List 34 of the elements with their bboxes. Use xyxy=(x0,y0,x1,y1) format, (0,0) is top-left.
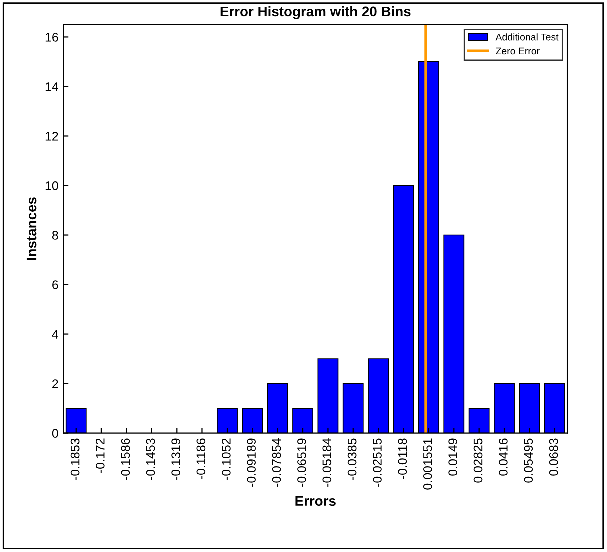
x-tick-label: -0.06519 xyxy=(298,438,306,487)
x-tick-label: -0.0385 xyxy=(348,438,357,480)
y-tick-label: 12 xyxy=(46,132,58,141)
x-tick-label: -0.1453 xyxy=(146,438,156,480)
x-tick-label: -0.02515 xyxy=(373,438,382,487)
y-tick-label: 14 xyxy=(46,82,59,92)
y-tick-label: 10 xyxy=(46,182,58,190)
x-tick-label: -0.09189 xyxy=(247,438,256,487)
x-tick-label: -0.1853 xyxy=(70,438,80,480)
legend-label: Additional Test xyxy=(496,34,559,41)
x-tick-label: 0.001551 xyxy=(423,438,432,490)
legend-label: Zero Error xyxy=(496,48,540,55)
y-tick-label: 0 xyxy=(52,429,58,438)
y-tick-label: 6 xyxy=(52,280,58,290)
x-tick-label: -0.172 xyxy=(96,438,105,474)
chart-title: Error Histogram with 20 Bins xyxy=(220,6,411,20)
y-tick-label: 4 xyxy=(52,330,59,339)
x-tick-label: -0.0118 xyxy=(398,438,408,480)
x-tick-label: -0.05184 xyxy=(322,438,332,487)
y-tick-label: 8 xyxy=(52,231,58,240)
y-tick-label: 2 xyxy=(52,380,58,388)
y-tick-label: 16 xyxy=(46,33,58,42)
x-tick-label: 0.02825 xyxy=(474,438,483,483)
x-tick-label: -0.1319 xyxy=(172,438,180,480)
x-tick-label: 0.05495 xyxy=(524,438,534,483)
x-axis-title: Errors xyxy=(296,496,336,506)
x-tick-label: -0.1052 xyxy=(222,438,231,480)
x-tick-label: -0.1186 xyxy=(196,438,206,480)
x-tick-label: 0.0683 xyxy=(549,438,558,476)
x-tick-label: -0.1586 xyxy=(121,438,130,480)
x-tick-label: 0.0416 xyxy=(499,438,508,476)
x-tick-label: 0.0149 xyxy=(448,438,458,476)
y-axis-title: Instances xyxy=(26,198,37,260)
x-tick-label: -0.07854 xyxy=(272,438,282,487)
